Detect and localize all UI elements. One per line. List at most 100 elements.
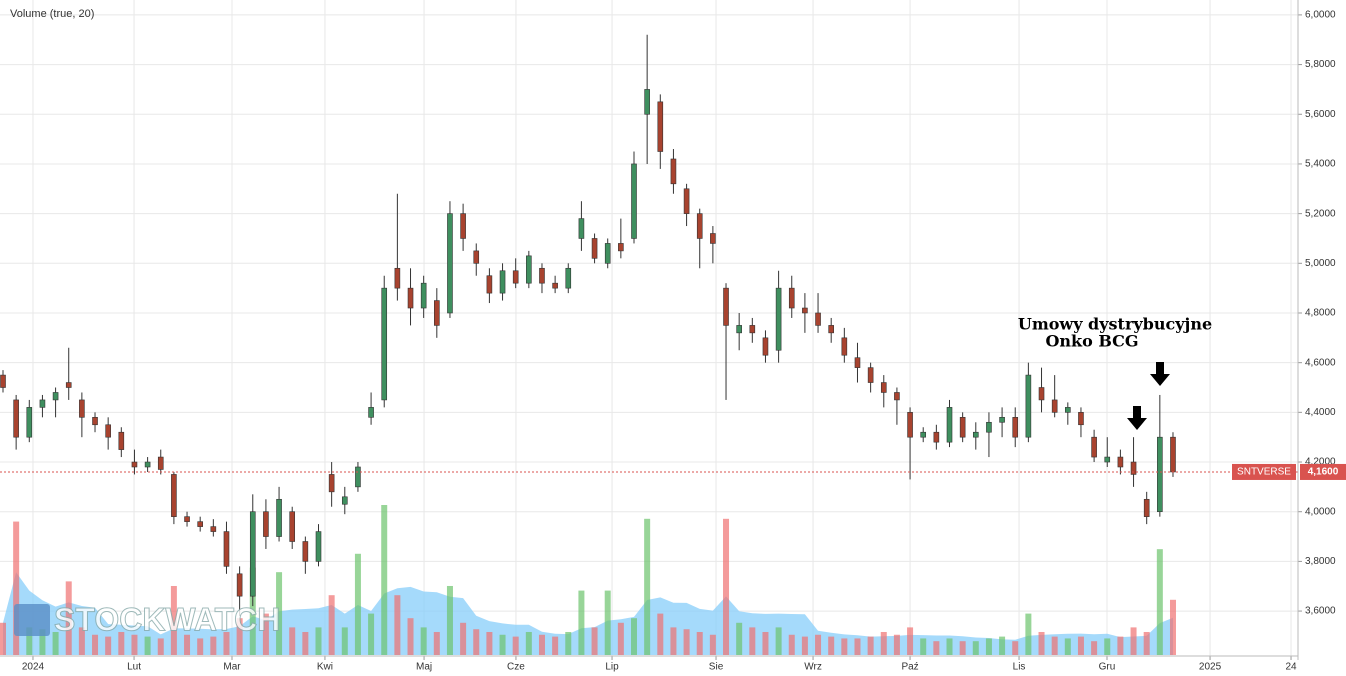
volume-bar bbox=[354, 553, 361, 655]
volume-bar bbox=[525, 631, 532, 655]
volume-bar bbox=[854, 638, 861, 655]
candle-body bbox=[92, 417, 98, 426]
volume-bar bbox=[933, 641, 940, 655]
candle-body bbox=[486, 275, 493, 294]
x-tick-label: Maj bbox=[416, 662, 432, 673]
candle-body bbox=[197, 521, 203, 527]
candle-body bbox=[1143, 498, 1150, 517]
volume-bar bbox=[420, 627, 427, 655]
candle-body bbox=[157, 456, 164, 470]
candle-body bbox=[499, 270, 506, 294]
candle-body bbox=[79, 399, 85, 418]
candle-body bbox=[867, 367, 874, 383]
candle-body bbox=[184, 516, 190, 522]
candle-body bbox=[631, 163, 637, 239]
volume-bar bbox=[433, 631, 440, 655]
volume-bar bbox=[709, 634, 716, 655]
candle-body bbox=[302, 541, 309, 562]
candle-body bbox=[565, 267, 572, 289]
y-tick-label: 4,2000 bbox=[1305, 457, 1336, 468]
candle-body bbox=[552, 282, 558, 289]
volume-bar bbox=[197, 638, 204, 655]
volume-bar bbox=[131, 634, 138, 655]
candle-body bbox=[762, 337, 769, 356]
volume-bar bbox=[736, 622, 743, 655]
candle-body bbox=[828, 325, 834, 334]
volume-bar bbox=[394, 595, 401, 655]
candle-body bbox=[775, 287, 782, 351]
candle-body bbox=[512, 270, 519, 284]
candle-body bbox=[381, 287, 388, 401]
candle-body bbox=[815, 312, 821, 326]
volume-bar bbox=[552, 636, 559, 655]
volume-bar bbox=[328, 595, 335, 655]
candle-body bbox=[144, 461, 151, 468]
candle-body bbox=[854, 357, 861, 368]
volume-bar bbox=[631, 618, 638, 655]
volume-bar bbox=[236, 618, 243, 655]
volume-bar bbox=[368, 613, 375, 655]
candle-body bbox=[39, 399, 46, 408]
volume-bar bbox=[157, 638, 164, 655]
volume-bar bbox=[170, 585, 177, 655]
candle-body bbox=[105, 424, 111, 438]
x-tick-label: Cze bbox=[507, 662, 525, 673]
candle-body bbox=[802, 307, 808, 314]
candle-body bbox=[1170, 436, 1176, 473]
candle-body bbox=[749, 325, 756, 334]
volume-bar bbox=[118, 631, 125, 655]
candle-body bbox=[1157, 436, 1163, 513]
volume-bar bbox=[144, 636, 151, 655]
candle-body bbox=[210, 526, 217, 532]
x-tick-label: Gru bbox=[1099, 662, 1116, 673]
x-tick-label: Lis bbox=[1013, 662, 1026, 673]
x-tick-label: Wrz bbox=[804, 662, 822, 673]
volume-bar bbox=[538, 634, 545, 655]
volume-label: Volume (true, 20) bbox=[10, 8, 94, 20]
y-tick-label: 5,2000 bbox=[1305, 208, 1336, 219]
candle-body bbox=[328, 474, 335, 493]
volume-bar bbox=[617, 622, 624, 655]
candle-body bbox=[315, 531, 322, 562]
volume-bar bbox=[1051, 636, 1058, 655]
x-tick-label: Lut bbox=[127, 662, 141, 673]
x-tick-label: Paź bbox=[901, 662, 918, 673]
x-tick-label: 24 bbox=[1285, 662, 1297, 673]
annotation: Onko BCG bbox=[1045, 332, 1138, 351]
volume-bar bbox=[1025, 613, 1032, 655]
volume-bar bbox=[657, 613, 664, 655]
volume-bar bbox=[749, 627, 756, 655]
watermark-icon bbox=[14, 604, 50, 636]
candle-body bbox=[26, 407, 33, 438]
volume-bar bbox=[696, 631, 703, 655]
volume-bar bbox=[841, 638, 848, 655]
volume-bar bbox=[52, 631, 59, 655]
volume-bar bbox=[0, 622, 6, 655]
candle-body bbox=[1130, 461, 1137, 475]
volume-bar bbox=[315, 627, 322, 655]
candle-body bbox=[986, 421, 992, 433]
volume-bar bbox=[460, 622, 467, 655]
candle-body bbox=[236, 573, 243, 597]
candle-body bbox=[696, 213, 703, 239]
candle-body bbox=[394, 267, 401, 289]
candle-body bbox=[1051, 399, 1058, 413]
volume-bar bbox=[39, 629, 46, 655]
volume-bar bbox=[486, 631, 493, 655]
candle-body bbox=[710, 233, 716, 244]
volume-bar bbox=[893, 634, 900, 655]
volume-bar bbox=[1038, 631, 1045, 655]
volume-bar bbox=[1156, 549, 1163, 655]
candle-body bbox=[604, 243, 611, 264]
candle-body bbox=[1104, 456, 1111, 463]
last-price-label: 4,1600 bbox=[1308, 467, 1339, 478]
candle-body bbox=[276, 498, 282, 537]
volume-bar bbox=[26, 627, 33, 655]
y-tick-label: 3,8000 bbox=[1305, 556, 1336, 567]
volume-bar bbox=[907, 627, 914, 655]
volume-bar bbox=[1143, 631, 1150, 655]
candle-body bbox=[907, 412, 913, 438]
volume-bar bbox=[473, 629, 480, 655]
